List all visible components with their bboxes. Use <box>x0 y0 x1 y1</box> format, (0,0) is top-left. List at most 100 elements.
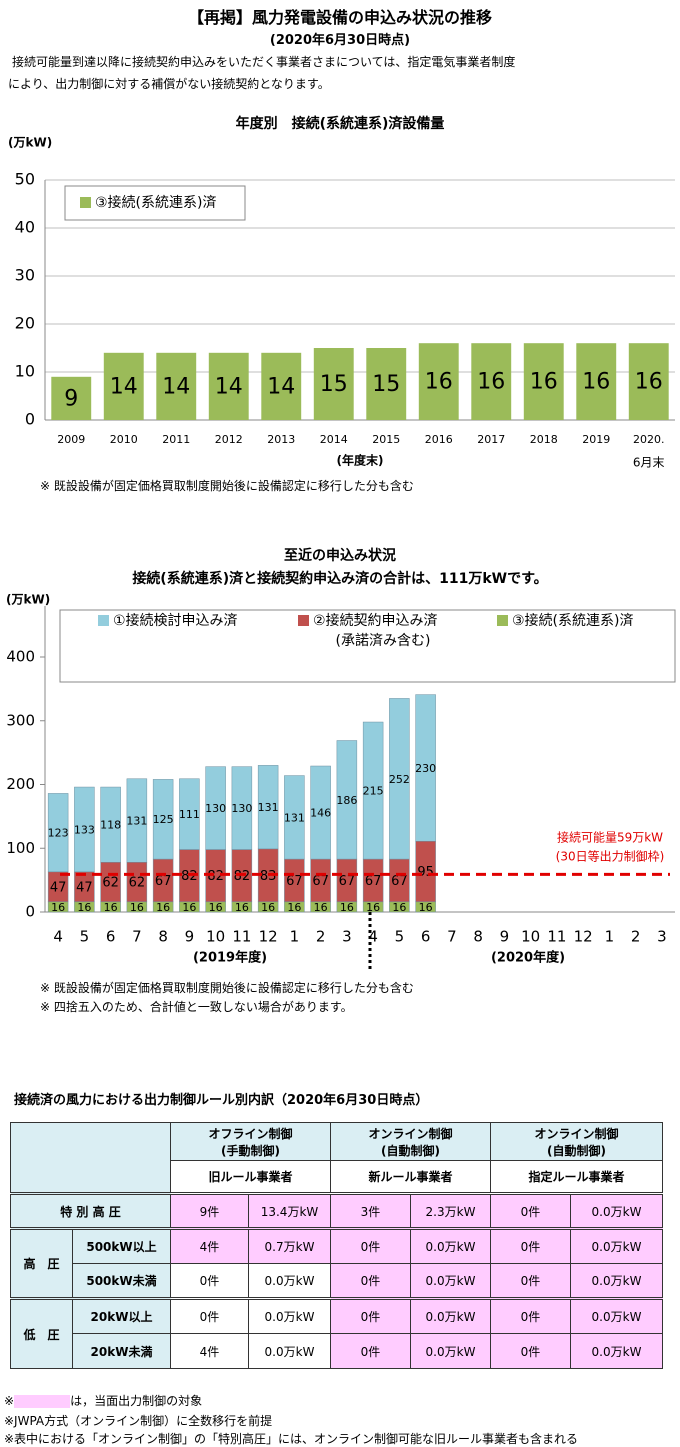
x-tick-label: 11 <box>232 928 251 946</box>
group-header: オンライン制御 (自動制御) <box>490 1122 663 1161</box>
bar <box>418 343 459 420</box>
data-label: 16 <box>635 370 663 395</box>
legend-note: (承諾済み含む) <box>336 633 431 649</box>
bar <box>152 779 174 860</box>
bar <box>366 348 407 420</box>
data-label: 123 <box>48 827 69 840</box>
table-row: 低 圧 20kW以上 0件 0.0万kW 0件 0.0万kW 0件 0.0万kW <box>10 1297 663 1369</box>
data-label: 15 <box>320 372 348 397</box>
x-tick-label: 2019 <box>582 433 610 446</box>
table-cell: 13.4万kW <box>248 1192 331 1229</box>
data-label: 215 <box>363 785 384 798</box>
bar <box>576 343 617 420</box>
data-label: 16 <box>51 901 65 914</box>
x-tick-label: 7 <box>447 928 457 946</box>
chart: 至近の申込み状況接続(系統連系)済と接続契約申込み済の合計は、111万kWです。… <box>6 547 676 970</box>
x-tick-label: 2009 <box>57 433 85 446</box>
data-label: 16 <box>340 901 354 914</box>
x-tick-label: 10 <box>521 928 540 946</box>
y-tick-label: 0 <box>25 410 35 429</box>
data-label: 125 <box>153 813 174 826</box>
footnote: ※JWPA方式（オンライン制御）に全数移行を前提 <box>4 1414 273 1428</box>
legend-label: ①接続検討申込み済 <box>113 612 238 629</box>
intro-line: 接続可能量到達以降に接続契約申込みをいただく事業者さまについては、指定電気事業者… <box>12 55 516 69</box>
page-title: 【再掲】風力発電設備の申込み状況の推移 <box>187 8 492 27</box>
table-cell: 0件 <box>490 1227 571 1264</box>
chart-note: ※ 既設設備が固定価格買取制度開始後に設備認定に移行した分も含む <box>40 981 414 995</box>
table-title: 接続済の風力における出力制御ルール別内訳（2020年6月30日時点） <box>14 1093 429 1108</box>
reference-note: (30日等出力制御枠) <box>556 849 665 864</box>
data-label: 67 <box>312 874 329 889</box>
bar <box>389 698 410 860</box>
y-tick-label: 50 <box>15 170 35 189</box>
sub-row-header: 500kW以上 <box>72 1227 171 1264</box>
table-cell: 4件 <box>170 1333 249 1369</box>
legend-label: ③接続(系統連系)済 <box>512 612 633 629</box>
table-cell: 0.0万kW <box>248 1263 331 1299</box>
x-tick-label: 10 <box>206 928 225 946</box>
data-label: 130 <box>205 802 226 815</box>
bar <box>415 694 436 842</box>
data-label: 111 <box>179 808 200 821</box>
data-label: 82 <box>207 869 224 884</box>
data-label: 67 <box>391 874 408 889</box>
y-tick-label: 30 <box>15 266 35 285</box>
x-tick-label: 3 <box>657 928 667 946</box>
bar <box>313 348 354 420</box>
corner-cell <box>10 1122 171 1194</box>
bar <box>284 775 305 860</box>
rule-header: 指定ルール事業者 <box>490 1160 663 1194</box>
x-tick-label: 11 <box>547 928 566 946</box>
data-label: 16 <box>209 901 223 914</box>
x-tick-label: 2013 <box>267 433 295 446</box>
table-row: オフライン制御 (手動制御) オンライン制御 (自動制御) オンライン制御 (自動制… <box>10 1122 663 1194</box>
y-tick-label: 20 <box>15 314 35 333</box>
table-cell: 0.0万kW <box>248 1333 331 1369</box>
group-header: オフライン制御 (手動制御) <box>170 1122 331 1161</box>
table-cell: 2.3万kW <box>410 1192 491 1229</box>
y-tick-label: 400 <box>6 648 35 666</box>
x-tick-label: 8 <box>158 928 168 946</box>
row-header: 低 圧 <box>10 1297 73 1369</box>
bar <box>74 786 95 873</box>
bar <box>100 786 121 863</box>
chart-subtitle: 接続(系統連系)済と接続契約申込み済の合計は、111万kWです。 <box>132 570 547 587</box>
data-label: 14 <box>267 374 295 399</box>
table-cell: 0.0万kW <box>570 1192 663 1229</box>
group-label: (2019年度) <box>193 950 267 966</box>
bar <box>362 721 384 860</box>
legend-swatch <box>98 615 109 626</box>
table-cell: 0.0万kW <box>570 1333 663 1369</box>
bar <box>523 343 564 420</box>
table-cell: 3件 <box>330 1192 411 1229</box>
table-cell: 0.0万kW <box>410 1333 491 1369</box>
data-label: 9 <box>64 386 78 411</box>
reference-label: 接続可能量59万kW <box>557 830 663 845</box>
x-tick-label: 6 <box>106 928 116 946</box>
data-label: 16 <box>366 901 380 914</box>
data-label: 252 <box>389 773 410 786</box>
y-tick-label: 300 <box>6 711 35 729</box>
table-row: 500kW未満 0件 0.0万kW 0件 0.0万kW 0件 0.0万kW <box>11 1263 663 1299</box>
data-label: 16 <box>104 901 118 914</box>
bar <box>208 352 249 420</box>
data-label: 15 <box>372 372 400 397</box>
legend-swatch <box>298 615 309 626</box>
table-row: 20kW未満 4件 0.0万kW 0件 0.0万kW 0件 0.0万kW <box>11 1333 663 1369</box>
bar <box>471 343 512 420</box>
data-label: 62 <box>129 876 146 891</box>
page-subtitle: (2020年6月30日時点) <box>269 33 411 48</box>
x-note: 6月末 <box>633 456 665 470</box>
table-cell: 0.0万kW <box>410 1227 491 1264</box>
x-tick-label: 2012 <box>215 433 243 446</box>
data-label: 67 <box>365 874 382 889</box>
x-tick-label: 4 <box>368 928 378 946</box>
table: オフライン制御 (手動制御) オンライン制御 (自動制御) オンライン制御 (自動制… <box>10 1122 663 1369</box>
table-cell: 0件 <box>490 1333 571 1369</box>
bar <box>628 343 669 420</box>
data-label: 131 <box>258 801 279 814</box>
data-label: 67 <box>286 874 303 889</box>
pink-swatch <box>14 1395 71 1408</box>
data-label: 67 <box>339 874 356 889</box>
